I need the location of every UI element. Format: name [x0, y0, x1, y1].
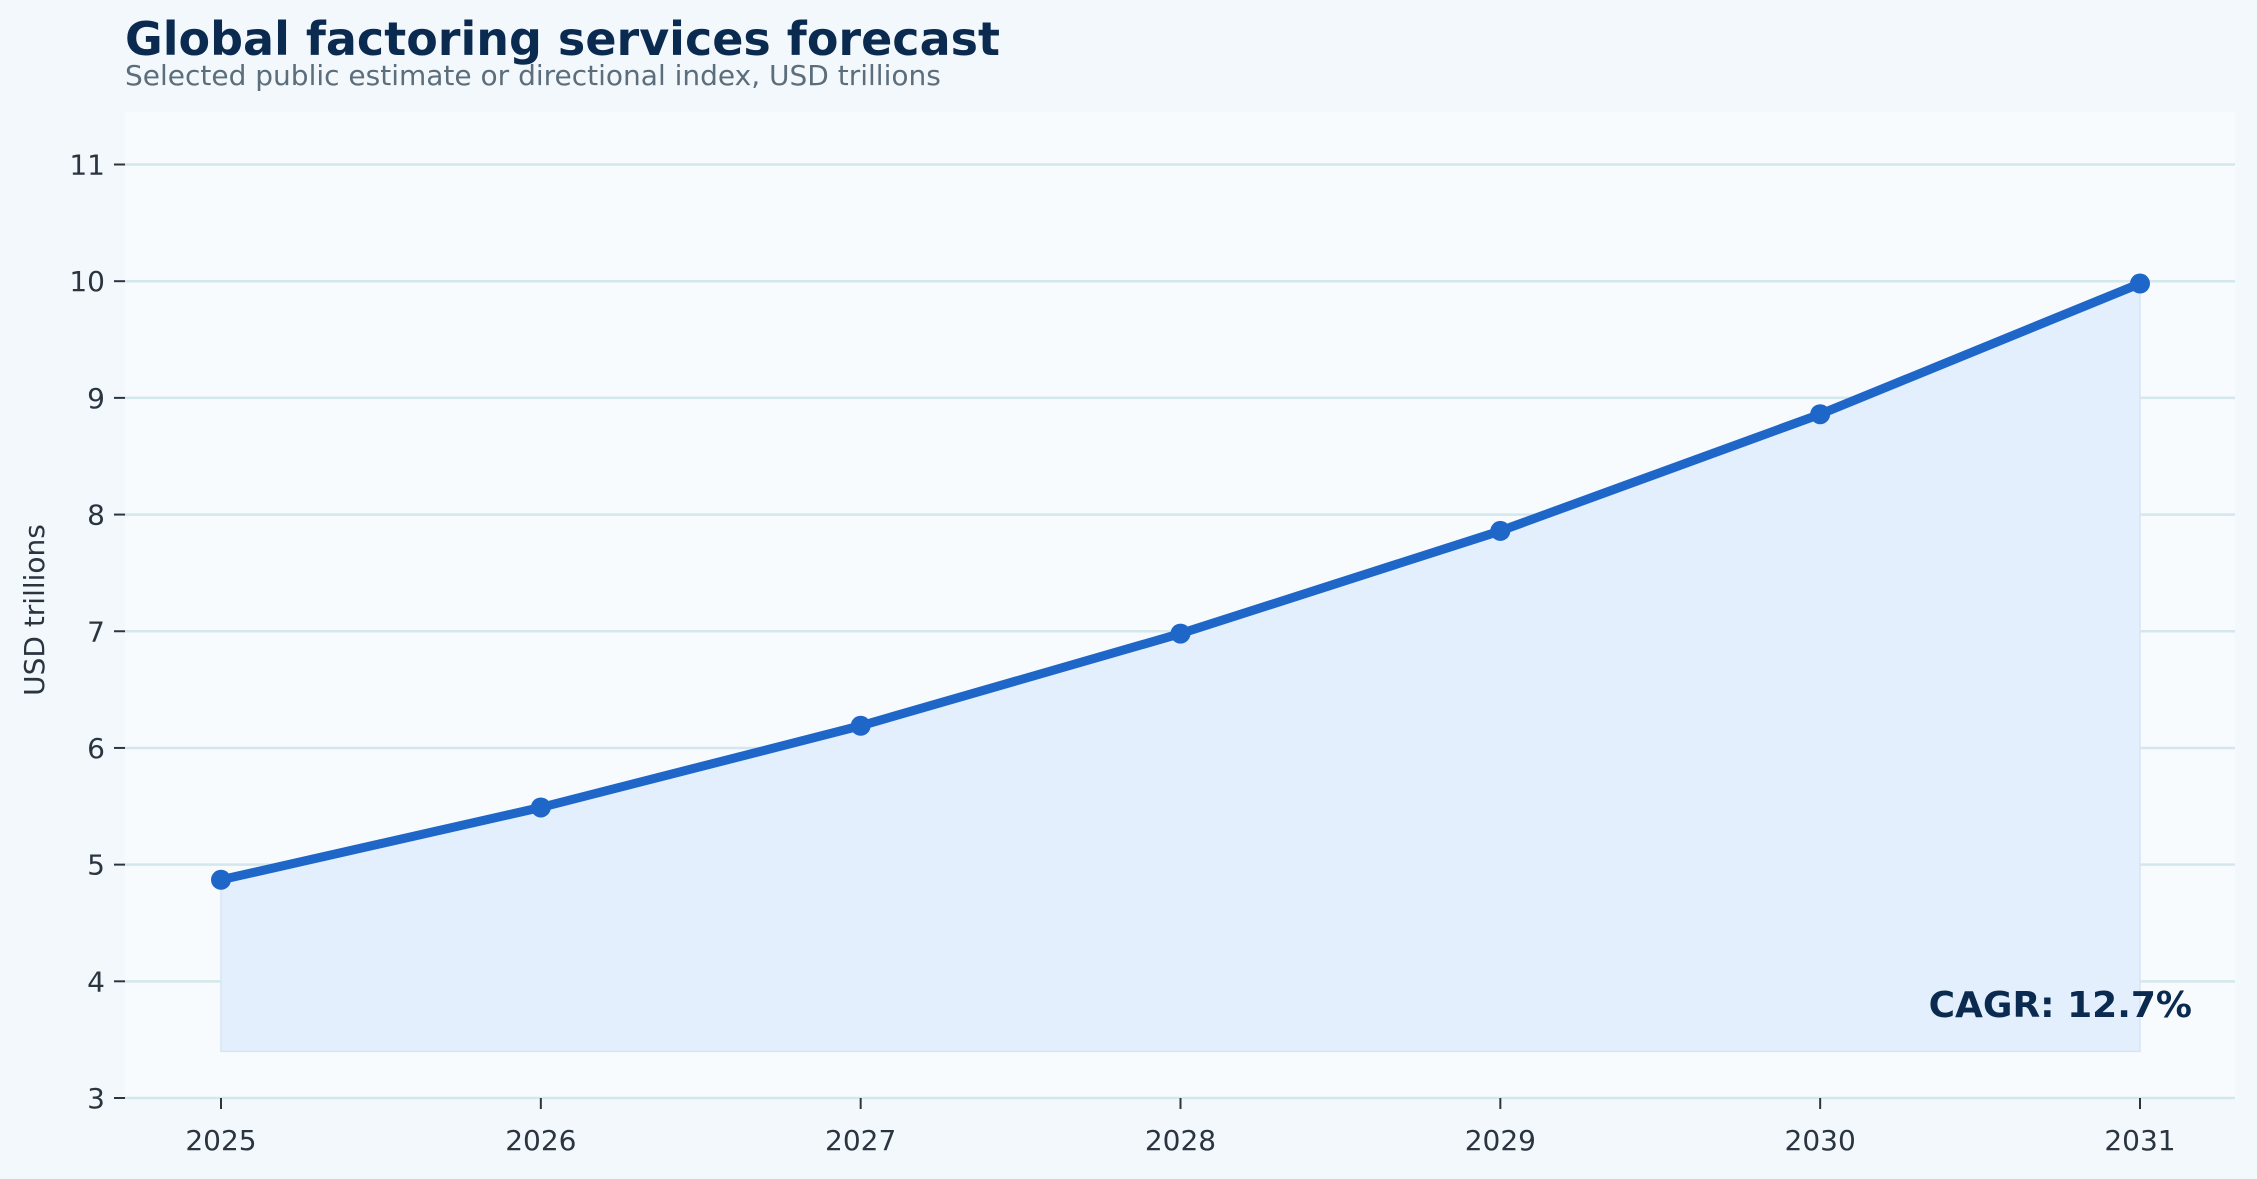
y-tick-label-6: 6 [87, 732, 105, 765]
x-axis-ticks: 2025 2026 2027 2028 2029 2030 2031 [185, 1098, 2176, 1157]
y-tick-label-9: 9 [87, 382, 105, 415]
y-tick-label-4: 4 [87, 965, 105, 998]
data-point-2028 [1170, 623, 1191, 644]
y-tick-label-5: 5 [87, 849, 105, 882]
x-tick-label-2026: 2026 [505, 1124, 576, 1157]
x-tick-label-2028: 2028 [1145, 1124, 1216, 1157]
data-point-2031 [2130, 273, 2150, 294]
cagr-annotation: CAGR: 12.7% [1929, 985, 2192, 1026]
data-point-2027 [850, 715, 871, 736]
x-tick-label-2030: 2030 [1785, 1124, 1856, 1157]
chart-subtitle: Selected public estimate or directional … [125, 59, 941, 92]
y-tick-label-8: 8 [87, 499, 105, 532]
x-tick-label-2025: 2025 [185, 1124, 256, 1157]
series-1 [211, 273, 2150, 1053]
y-tick-label-11: 11 [69, 149, 105, 182]
data-point-2030 [1810, 404, 1831, 425]
chart-title: Global factoring services forecast [125, 12, 1000, 66]
data-point-2029 [1490, 520, 1511, 541]
y-tick-label-7: 7 [87, 615, 105, 648]
y-axis-ticks: 3 4 5 6 7 8 9 10 11 [69, 149, 125, 1115]
y-tick-label-10: 10 [69, 265, 105, 298]
x-tick-label-2027: 2027 [825, 1124, 896, 1157]
data-point-2025 [211, 869, 231, 890]
data-point-2026 [530, 797, 551, 818]
x-tick-label-2029: 2029 [1465, 1124, 1536, 1157]
x-tick-label-2031: 2031 [2104, 1124, 2175, 1157]
y-tick-label-3: 3 [87, 1082, 105, 1115]
y-axis-label: USD trillions [18, 524, 51, 696]
